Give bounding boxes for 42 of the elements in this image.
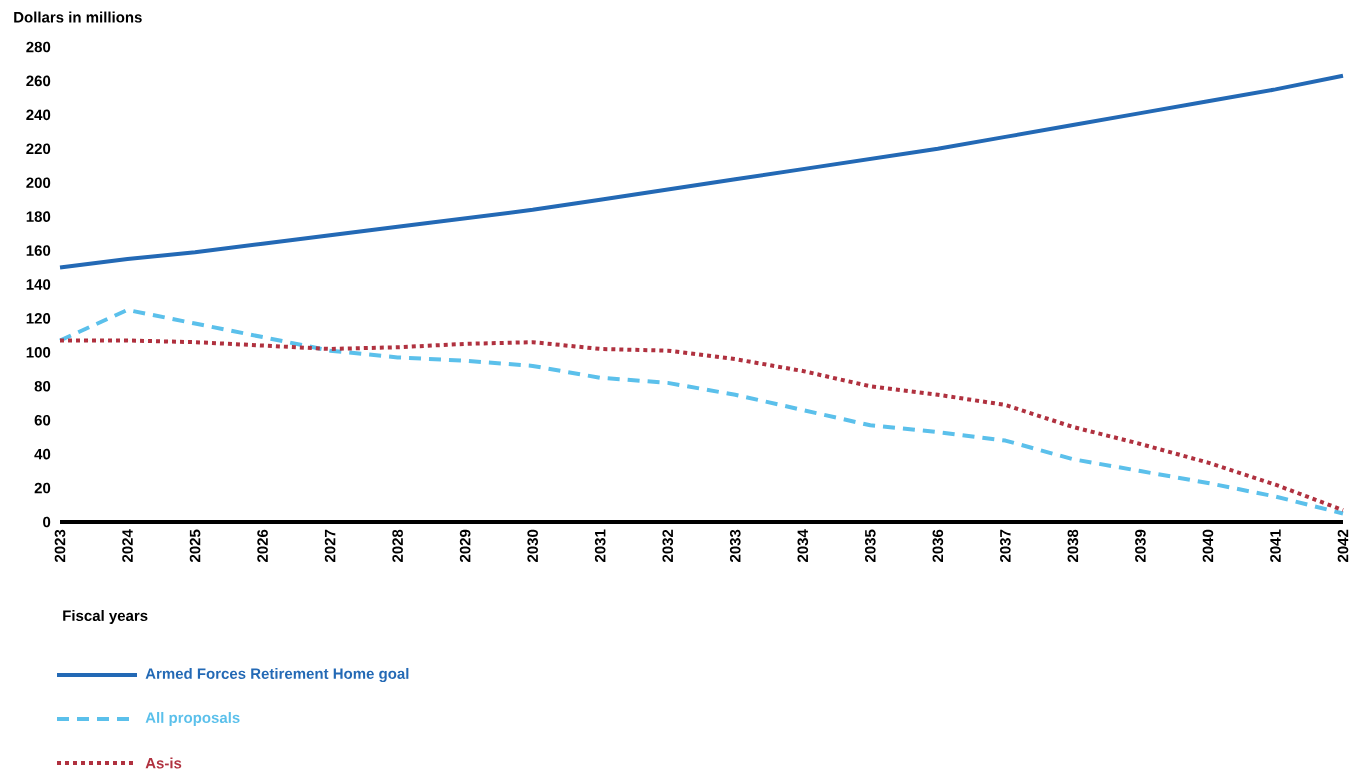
x-tick-label: 2023 [54, 529, 66, 563]
y-tick-label: 140 [26, 279, 51, 290]
y-tick-label: 220 [26, 143, 51, 155]
text: Armed Forces Retirement Home goal [145, 667, 409, 683]
line-series [58, 338, 1345, 513]
y-tick-label: 0 [43, 516, 51, 528]
y-axis-title: Dollars in millions [14, 11, 142, 23]
x-tick-label: 2030 [527, 529, 539, 563]
x-tick-label: 2036 [932, 529, 944, 563]
x-tick-label: 2029 [459, 529, 471, 563]
y-tick-label: 100 [26, 347, 51, 358]
x-tick-label: 2040 [1202, 529, 1214, 563]
x-tick-label: 2041 [1270, 529, 1281, 563]
x-tick-label: 2034 [797, 529, 809, 563]
x-axis-title: Fiscal years [63, 609, 148, 624]
x-tick-label: 2027 [324, 529, 336, 563]
x-tick-label: 2038 [1067, 529, 1079, 563]
legend-label: All proposals [145, 711, 240, 726]
x-tick-label: 2033 [729, 529, 741, 563]
x-tick-label: 2039 [1135, 529, 1146, 563]
x-tick-label: 2032 [662, 529, 674, 563]
x-tick-label: 2042 [1337, 529, 1349, 563]
y-tick-label: 120 [26, 313, 51, 324]
y-tick-label: 180 [26, 211, 51, 222]
line-series [58, 307, 1345, 516]
y-tick-label: 200 [26, 177, 51, 188]
y-tick-label: 160 [26, 245, 51, 256]
y-tick-label: 260 [26, 75, 51, 87]
x-tick-label: 2028 [392, 529, 403, 563]
y-tick-label: 280 [26, 41, 51, 53]
legend-label: As-is [145, 757, 182, 769]
y-tick-label: 240 [26, 109, 51, 121]
x-tick-label: 2026 [257, 529, 268, 563]
x-tick-label: 2031 [594, 529, 606, 563]
x-tick-label: 2035 [864, 529, 876, 563]
x-tick-label: 2025 [189, 529, 201, 563]
y-tick-label: 60 [34, 414, 51, 426]
x-tick-label: 2037 [1000, 529, 1011, 563]
y-tick-label: 40 [34, 448, 51, 460]
y-tick-label: 20 [34, 482, 51, 494]
y-tick-label: 80 [34, 380, 51, 392]
x-tick-label: 2024 [122, 529, 133, 563]
